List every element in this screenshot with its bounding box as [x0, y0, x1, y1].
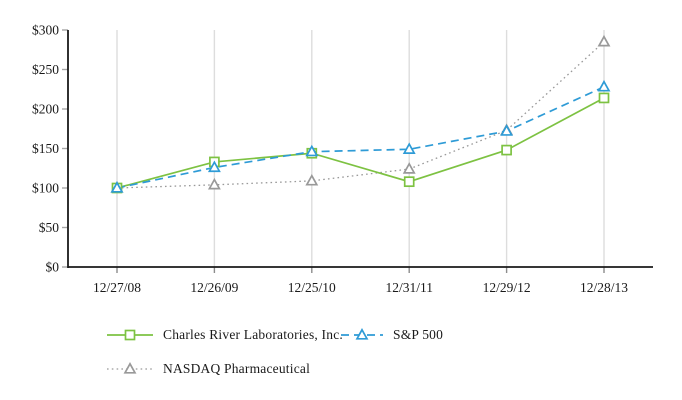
- sp500-line-swatch: [341, 328, 383, 340]
- triangle-marker-icon: [402, 142, 416, 154]
- legend-label-charles-river: Charles River Laboratories, Inc.: [163, 327, 343, 342]
- square-marker-icon: [403, 176, 415, 188]
- x-tick-label: 12/31/11: [385, 280, 433, 295]
- nasdaq-pharmaceutical-line-swatch: [107, 362, 153, 374]
- legend-item-nasdaq-pharmaceutical: NASDAQ Pharmaceutical: [107, 361, 310, 377]
- legend-item-sp500: S&P 500: [341, 327, 443, 343]
- legend-label-sp500: S&P 500: [393, 327, 444, 342]
- legend-label-nasdaq-pharmaceutical: NASDAQ Pharmaceutical: [163, 361, 311, 376]
- triangle-marker-icon: [402, 162, 416, 174]
- square-marker-icon: [124, 329, 136, 341]
- x-tick-label: 12/26/09: [190, 280, 238, 295]
- triangle-marker-icon: [500, 124, 514, 136]
- y-axis-labels: $0 $50 $100 $150 $200 $250 $300: [32, 23, 68, 275]
- triangle-marker-icon: [207, 160, 221, 173]
- y-tick-label: $300: [32, 23, 59, 38]
- x-tick-label: 12/25/10: [288, 280, 336, 295]
- triangle-marker-icon: [305, 144, 319, 157]
- series-markers: [110, 79, 611, 193]
- triangle-marker-icon: [597, 34, 611, 47]
- y-tick-label: $100: [32, 181, 59, 196]
- y-tick-label: $200: [32, 102, 59, 117]
- series-line: [116, 86, 605, 189]
- y-tick-label: $50: [39, 220, 60, 235]
- x-tick-label: 12/27/08: [93, 280, 141, 295]
- series-markers: [111, 92, 610, 194]
- legend-item-charles-river: Charles River Laboratories, Inc.: [107, 327, 343, 343]
- triangle-marker-icon: [305, 173, 319, 186]
- charles-river-line-swatch: [107, 329, 153, 341]
- series-line: [116, 97, 605, 189]
- axes: [67, 30, 653, 268]
- x-tick-label: 12/28/13: [580, 280, 628, 295]
- triangle-marker-icon: [123, 362, 137, 374]
- x-tick-label: 12/29/12: [483, 280, 531, 295]
- y-tick-label: $150: [32, 141, 59, 156]
- square-marker-icon: [598, 92, 610, 104]
- triangle-marker-icon: [207, 177, 221, 190]
- y-tick-label: $0: [46, 260, 60, 275]
- triangle-marker-icon: [355, 328, 369, 340]
- y-tick-label: $250: [32, 62, 59, 77]
- series-line: [116, 41, 605, 189]
- x-axis-labels: 12/27/08 12/26/09 12/25/10 12/31/11 12/29/12…: [93, 280, 628, 295]
- gridlines: [116, 30, 605, 273]
- plot-area: 12/27/08 12/26/09 12/25/10 12/31/11 12/29/12…: [32, 23, 653, 295]
- triangle-marker-icon: [110, 181, 124, 193]
- square-marker-icon: [501, 144, 512, 156]
- triangle-marker-icon: [597, 79, 611, 92]
